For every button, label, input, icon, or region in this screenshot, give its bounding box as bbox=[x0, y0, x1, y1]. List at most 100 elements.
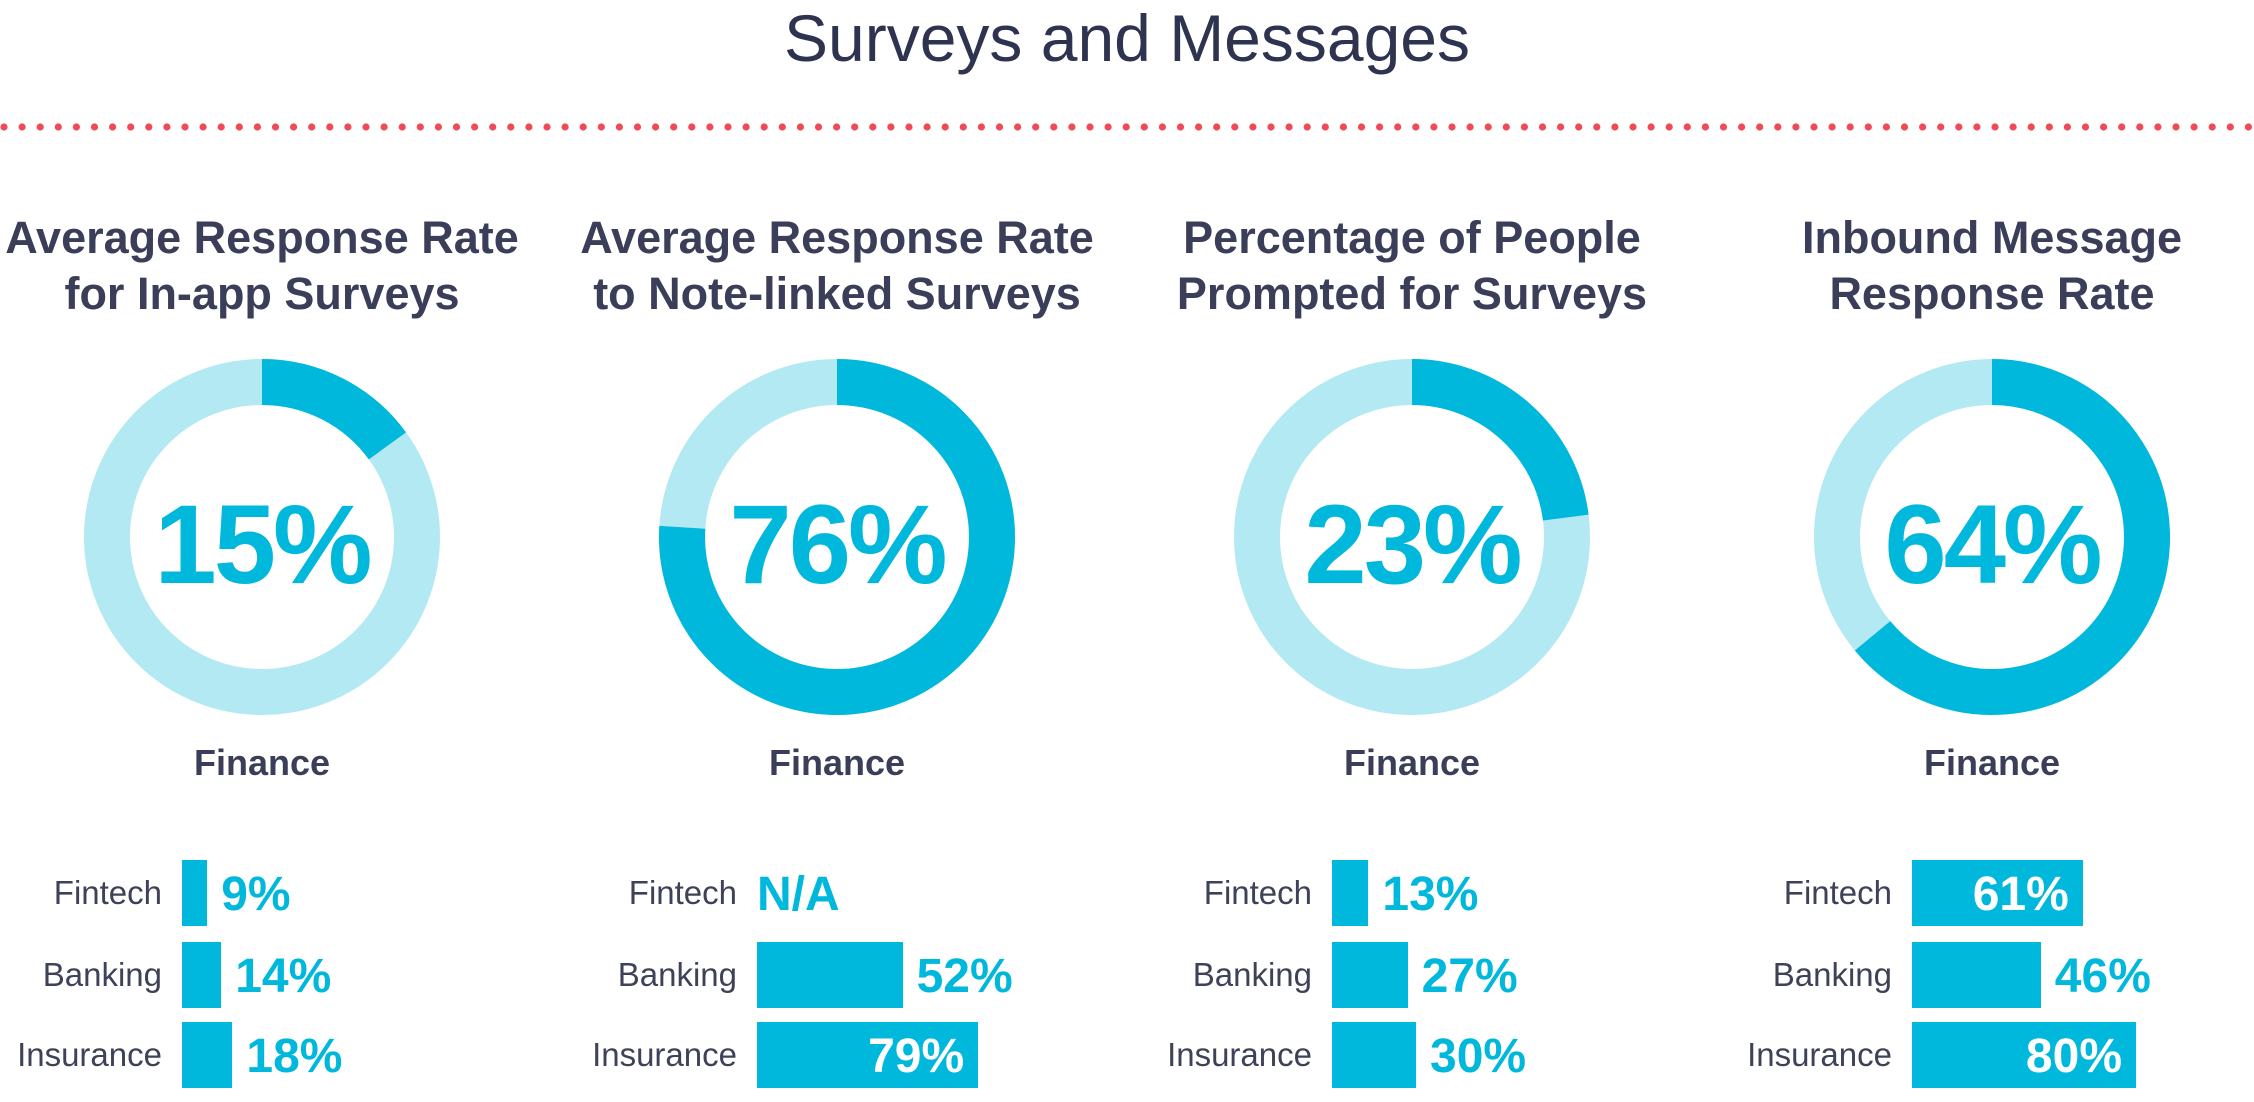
bar bbox=[1912, 860, 2083, 926]
divider-dot bbox=[724, 123, 732, 131]
divider-dot bbox=[1846, 123, 1854, 131]
bar-value-label: 30% bbox=[1430, 1030, 1527, 1083]
divider-dot bbox=[36, 123, 44, 131]
divider-dot bbox=[1032, 123, 1040, 131]
chart-panel: Percentage of People Prompted for Surveys… bbox=[1132, 210, 1692, 1102]
donut-value-arc bbox=[659, 359, 1015, 715]
donut-chart bbox=[1814, 359, 2170, 715]
divider-dot bbox=[2190, 123, 2198, 131]
divider-dot bbox=[561, 123, 569, 131]
divider-dot bbox=[308, 123, 316, 131]
chart-title: Average Response Rate to Note-linked Surv… bbox=[580, 212, 1094, 319]
divider-dot bbox=[253, 123, 261, 131]
donut-value-arc bbox=[1411, 359, 1589, 521]
divider-dot bbox=[145, 123, 153, 131]
divider-dot bbox=[2063, 123, 2071, 131]
chart-panel: Average Response Rate for In-app Surveys 1… bbox=[0, 210, 542, 1102]
breakdown-bars: Fintech 61% Banking 46% Insurance 80% bbox=[1712, 860, 2254, 1100]
bar-category-label: Fintech bbox=[628, 874, 737, 911]
page-title: Surveys and Messages bbox=[783, 1, 1470, 75]
bar bbox=[182, 860, 208, 926]
divider-dot bbox=[90, 123, 99, 131]
divider-dot bbox=[1864, 123, 1872, 131]
donut-value-arc bbox=[261, 359, 407, 460]
divider-dot bbox=[688, 123, 696, 131]
sector-label: Finance bbox=[1343, 742, 1481, 783]
donut-chart bbox=[84, 359, 440, 715]
divider-dot bbox=[1122, 123, 1130, 131]
divider-dot bbox=[760, 123, 768, 131]
bar-value-label: 79% bbox=[868, 1030, 965, 1083]
divider-dot bbox=[1068, 123, 1076, 131]
divider-dot bbox=[941, 123, 949, 131]
sector-label: Finance bbox=[1923, 742, 2061, 783]
divider-dot bbox=[380, 123, 388, 131]
donut-value-label: 23% bbox=[1304, 482, 1522, 607]
bar bbox=[1332, 942, 1408, 1008]
bar-row: Banking 46% bbox=[1712, 942, 2254, 1008]
divider-dot bbox=[1828, 123, 1836, 131]
divider-dot bbox=[1575, 123, 1583, 131]
divider-dot bbox=[0, 123, 8, 131]
divider-dot bbox=[1719, 123, 1728, 131]
divider-dot bbox=[1376, 123, 1384, 131]
donut-value-arc bbox=[1854, 359, 2170, 715]
divider-dot bbox=[471, 123, 479, 131]
bar-category-label: Insurance bbox=[592, 1036, 737, 1073]
divider-dot bbox=[434, 123, 442, 131]
divider-dot bbox=[1394, 123, 1402, 131]
divider-dot bbox=[1086, 123, 1094, 131]
divider-dot bbox=[1050, 123, 1058, 131]
divider-dot bbox=[1665, 123, 1673, 131]
divider-dot bbox=[633, 123, 642, 131]
divider-dot bbox=[977, 123, 986, 131]
bar-row: Fintech 13% bbox=[1132, 860, 1692, 926]
divider-dot bbox=[1900, 123, 1909, 131]
divider-dot bbox=[235, 123, 243, 131]
divider-dot bbox=[181, 123, 189, 131]
divider-dot bbox=[1738, 123, 1746, 131]
bar-row: Insurance 79% bbox=[557, 1022, 1117, 1088]
divider-dot bbox=[109, 123, 117, 131]
divider-dot bbox=[814, 123, 823, 131]
divider-dot bbox=[796, 123, 805, 131]
bar-value-label: 9% bbox=[221, 868, 291, 921]
divider-dot bbox=[1104, 123, 1112, 131]
divider-dot bbox=[1647, 123, 1655, 131]
sector-label: Finance bbox=[193, 742, 331, 783]
divider-dot bbox=[525, 123, 533, 131]
divider-dot bbox=[2009, 123, 2017, 131]
divider-dot bbox=[1176, 123, 1185, 131]
divider-dot bbox=[1919, 123, 1927, 131]
divider-dot bbox=[1593, 123, 1601, 131]
divider-dot bbox=[2208, 123, 2216, 131]
bar-value-label: 52% bbox=[916, 950, 1013, 1003]
chart-panel: Average Response Rate to Note-linked Surv… bbox=[557, 210, 1117, 1102]
divider-dot bbox=[1339, 123, 1347, 131]
divider-dot bbox=[290, 123, 298, 131]
bar-value-label: 27% bbox=[1421, 950, 1518, 1003]
divider-dot bbox=[1213, 123, 1221, 131]
divider-dot bbox=[1303, 123, 1311, 131]
divider-dot bbox=[199, 123, 207, 131]
divider-dot bbox=[670, 123, 678, 131]
divider-dot bbox=[54, 123, 62, 131]
divider-dot bbox=[2244, 123, 2252, 131]
donut-chart bbox=[1234, 359, 1590, 715]
divider-dot bbox=[326, 123, 334, 131]
bar-category-label: Banking bbox=[1772, 956, 1892, 993]
breakdown-bars: Fintech 13% Banking 27% Insurance 30% bbox=[1132, 860, 1692, 1100]
donut-value-label: 15% bbox=[154, 482, 372, 607]
divider-dot bbox=[271, 123, 280, 131]
divider-dot bbox=[1991, 123, 1999, 131]
bar-category-label: Banking bbox=[42, 956, 162, 993]
divider-dot bbox=[1412, 123, 1420, 131]
divider-dot bbox=[1321, 123, 1329, 131]
divider-dot bbox=[579, 123, 587, 131]
divider-dot bbox=[1557, 123, 1565, 131]
divider-dot bbox=[543, 123, 551, 131]
divider-dot bbox=[869, 123, 877, 131]
divider-dot bbox=[1683, 123, 1691, 131]
divider-dot bbox=[1520, 123, 1528, 131]
donut-value-label: 64% bbox=[1884, 482, 2102, 607]
